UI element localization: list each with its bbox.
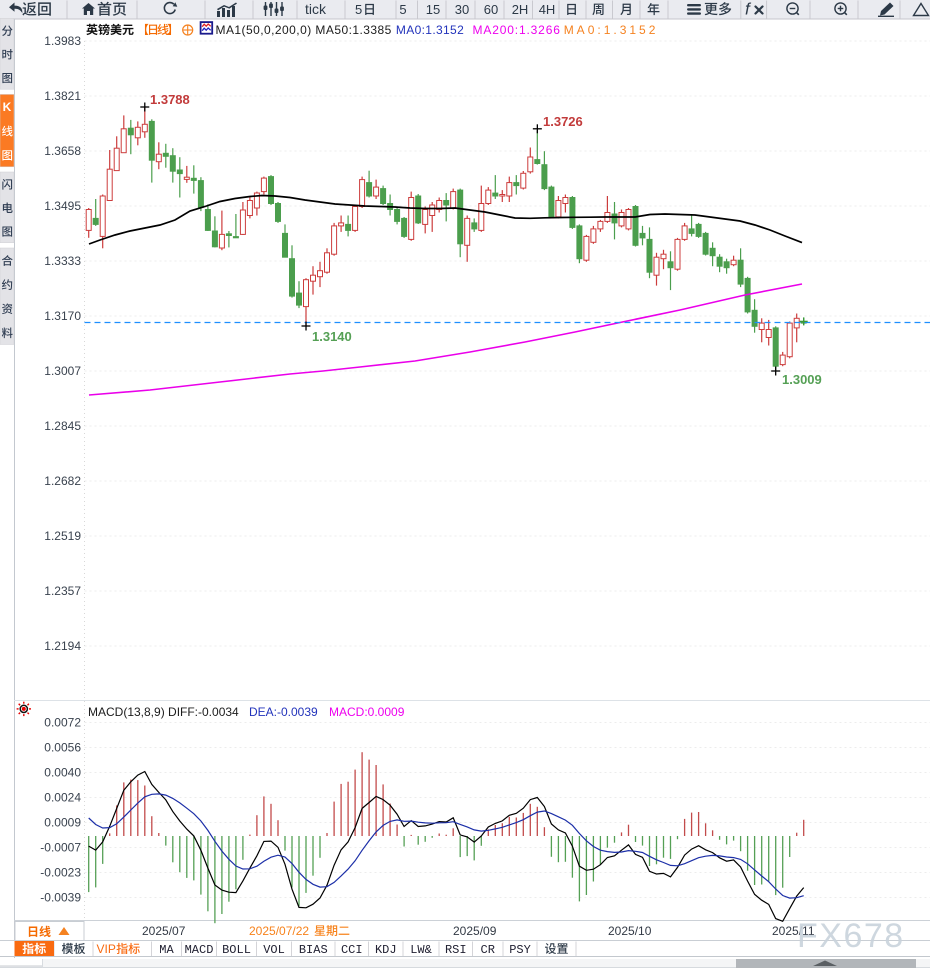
svg-text:1.3495: 1.3495 <box>44 199 81 213</box>
svg-text:2025/07/22: 2025/07/22 <box>249 924 309 938</box>
svg-text:FX678: FX678 <box>797 917 905 955</box>
svg-text:MACD:0.0009: MACD:0.0009 <box>329 705 405 719</box>
svg-text:30: 30 <box>455 2 469 17</box>
svg-text:0.0056: 0.0056 <box>44 741 81 755</box>
svg-text:RSI: RSI <box>445 943 467 957</box>
svg-text:1.3009: 1.3009 <box>782 372 822 387</box>
svg-text:5: 5 <box>399 2 406 17</box>
svg-text:1.3726: 1.3726 <box>543 114 583 129</box>
svg-text:DEA:-0.0039: DEA:-0.0039 <box>249 705 318 719</box>
svg-text:MACD: MACD <box>185 943 214 957</box>
svg-text:1.2357: 1.2357 <box>44 584 81 598</box>
svg-text:f: f <box>745 0 752 19</box>
svg-text:K: K <box>3 100 12 114</box>
svg-text:KDJ: KDJ <box>375 943 397 957</box>
svg-text:-0.0007: -0.0007 <box>40 841 81 855</box>
svg-text:CCI: CCI <box>341 943 363 957</box>
svg-text:1.3821: 1.3821 <box>44 89 81 103</box>
svg-text:MA1(50,0,200,0) MA50:1.3385: MA1(50,0,200,0) MA50:1.3385 <box>216 23 392 37</box>
svg-text:0.0040: 0.0040 <box>44 766 81 780</box>
svg-text:2025/09: 2025/09 <box>453 924 497 938</box>
svg-text:MA: MA <box>159 943 174 957</box>
svg-text:VOL: VOL <box>263 943 285 957</box>
svg-text:1.3983: 1.3983 <box>44 34 81 48</box>
svg-text:1.3140: 1.3140 <box>312 329 352 344</box>
svg-text:CR: CR <box>481 943 495 957</box>
svg-text:tick: tick <box>305 1 327 17</box>
svg-text:BOLL: BOLL <box>222 943 251 957</box>
svg-text:60: 60 <box>484 2 498 17</box>
svg-text:VIP: VIP <box>97 942 116 956</box>
svg-text:4H: 4H <box>539 2 556 17</box>
svg-text:0.0024: 0.0024 <box>44 791 81 805</box>
svg-text:MACD(13,8,9) DIFF:-0.0034: MACD(13,8,9) DIFF:-0.0034 <box>88 705 239 719</box>
svg-text:1.3170: 1.3170 <box>44 309 81 323</box>
svg-text:0.0009: 0.0009 <box>44 816 81 830</box>
svg-text:PSY: PSY <box>509 943 531 957</box>
svg-text:-0.0039: -0.0039 <box>40 891 81 905</box>
svg-text:MA200:1.3266: MA200:1.3266 <box>473 23 561 37</box>
svg-text:MA0:1.3152: MA0:1.3152 <box>564 23 659 37</box>
svg-text:1.3333: 1.3333 <box>44 254 81 268</box>
svg-text:15: 15 <box>426 2 440 17</box>
svg-text:MA0:1.3152: MA0:1.3152 <box>396 23 464 37</box>
svg-text:2025/10: 2025/10 <box>608 924 652 938</box>
svg-text:5: 5 <box>355 2 362 17</box>
svg-text:2H: 2H <box>512 2 529 17</box>
svg-text:LW&: LW& <box>410 943 432 957</box>
svg-text:2025/11: 2025/11 <box>772 924 815 938</box>
svg-text:1.2682: 1.2682 <box>44 474 81 488</box>
svg-text:1.3658: 1.3658 <box>44 144 81 158</box>
svg-text:1.3007: 1.3007 <box>44 364 81 378</box>
svg-text:-0.0023: -0.0023 <box>40 866 81 880</box>
svg-text:1.2519: 1.2519 <box>44 529 81 543</box>
svg-text:1.3788: 1.3788 <box>150 92 190 107</box>
svg-text:1.2845: 1.2845 <box>44 419 81 433</box>
svg-text:BIAS: BIAS <box>299 943 328 957</box>
svg-text:1.2194: 1.2194 <box>44 639 81 653</box>
svg-text:2025/07: 2025/07 <box>142 924 186 938</box>
svg-text:0.0072: 0.0072 <box>44 716 81 730</box>
